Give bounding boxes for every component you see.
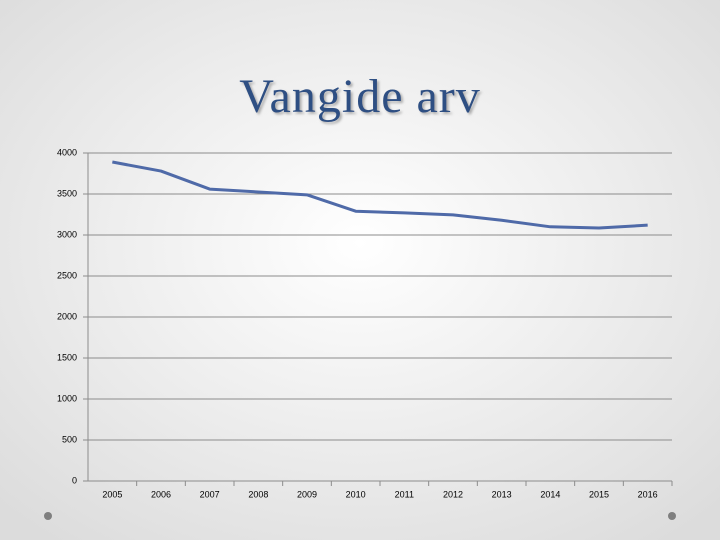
x-tick-label: 2008 [248, 489, 268, 499]
chart-title: Vangide arv [239, 70, 481, 123]
y-tick-label: 4000 [57, 147, 77, 157]
y-tick-label: 3500 [57, 188, 77, 198]
x-tick-label: 2012 [443, 489, 463, 499]
x-tick-label: 2013 [492, 489, 512, 499]
decor-dot [668, 512, 676, 520]
data-line [112, 160, 648, 230]
x-tick-label: 2016 [638, 489, 658, 499]
y-tick-label: 1000 [57, 393, 77, 403]
y-tick-label: 3000 [57, 229, 77, 239]
x-tick-label: 2009 [297, 489, 317, 499]
x-tick-label: 2015 [589, 489, 609, 499]
y-tick-label: 2500 [57, 270, 77, 280]
y-tick-label: 500 [62, 434, 77, 444]
y-tick-label: 1500 [57, 352, 77, 362]
decor-dot [44, 512, 52, 520]
y-tick-label: 0 [72, 475, 77, 485]
x-tick-label: 2011 [395, 489, 414, 499]
x-tick-label: 2014 [540, 489, 560, 499]
x-tick-label: 2010 [346, 489, 366, 499]
x-tick-label: 2007 [200, 489, 220, 499]
x-tick-label: 2006 [151, 489, 171, 499]
y-tick-label: 2000 [57, 311, 77, 321]
x-tick-label: 2005 [102, 489, 122, 499]
